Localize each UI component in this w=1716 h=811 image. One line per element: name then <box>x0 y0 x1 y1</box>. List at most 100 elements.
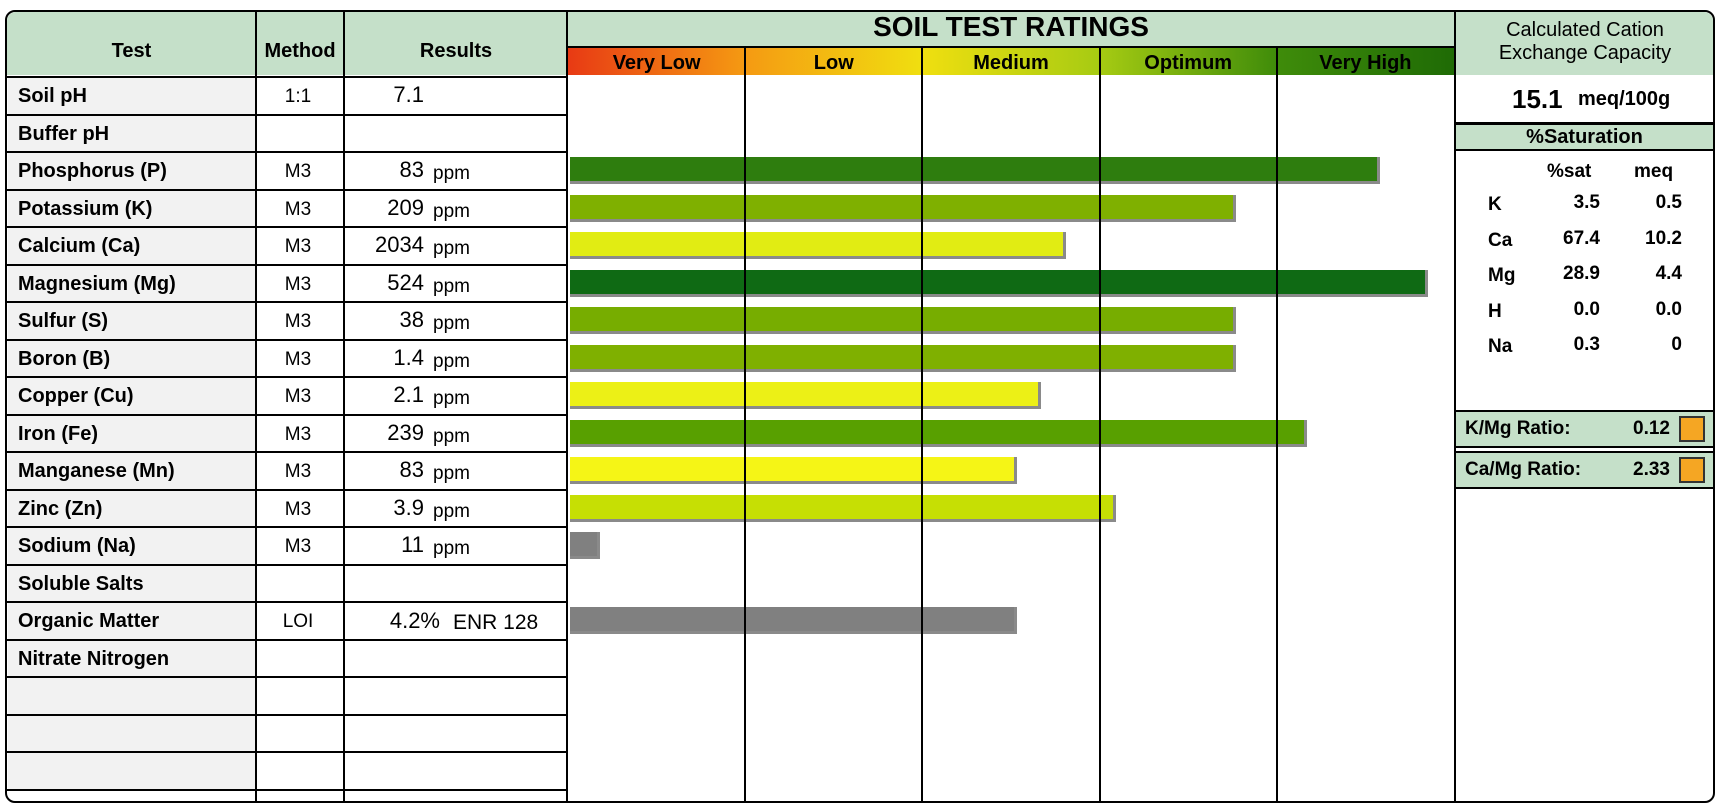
row-label-cell <box>8 678 255 714</box>
header-divider <box>7 76 568 78</box>
column-divider <box>343 12 345 803</box>
row-label-cell <box>8 640 255 676</box>
saturation-percent: 0.0 <box>1573 298 1600 320</box>
test-result-value: 1.4 <box>393 344 424 370</box>
rating-bar <box>570 344 1237 372</box>
row-divider <box>7 338 568 341</box>
test-name: Organic Matter <box>18 610 160 632</box>
test-name: Calcium (Ca) <box>18 235 141 257</box>
ratio-value: 0.12 <box>1633 418 1670 439</box>
test-result-unit: ppm <box>433 500 470 522</box>
test-result-value: 83 <box>399 157 424 182</box>
row-label-cell <box>8 265 255 301</box>
row-divider <box>7 638 568 641</box>
test-method: M3 <box>284 161 312 182</box>
row-divider <box>7 713 568 716</box>
row-divider <box>7 676 568 678</box>
row-divider <box>7 226 568 228</box>
test-method: M3 <box>284 536 312 557</box>
test-result-unit: ppm <box>433 200 470 222</box>
saturation-percent: 0.3 <box>1573 334 1600 355</box>
row-label-cell <box>8 490 255 526</box>
test-name: Sulfur (S) <box>18 310 108 332</box>
cec-divider <box>1456 122 1713 124</box>
row-divider <box>7 751 568 753</box>
test-result-value: 2034 <box>375 232 424 257</box>
ratio-status-swatch <box>1679 416 1705 442</box>
row-label-cell <box>8 565 255 601</box>
test-result-unit: ppm <box>433 275 470 297</box>
row-divider <box>7 451 568 453</box>
ratings-header-bg <box>568 12 1454 47</box>
method-column-header: Method <box>264 40 336 62</box>
row-label-cell <box>8 228 255 264</box>
saturation-header-bg <box>1456 123 1713 151</box>
rating-band-very-high: Very High <box>1276 47 1454 75</box>
saturation-meq: 10.2 <box>1645 227 1682 249</box>
test-method: M3 <box>284 423 312 445</box>
saturation-ion: K <box>1488 194 1502 215</box>
row-divider <box>7 376 568 378</box>
test-name: Soil pH <box>18 85 87 107</box>
row-divider <box>7 188 568 191</box>
row-label-cell <box>8 153 255 189</box>
test-name: Nitrate Nitrogen <box>18 647 170 670</box>
test-method: M3 <box>284 273 312 295</box>
row-label-cell <box>8 528 255 564</box>
row-label-cell <box>8 753 255 789</box>
saturation-percent: 3.5 <box>1573 192 1600 213</box>
saturation-ion: Ca <box>1488 229 1513 251</box>
test-result-unit: ppm <box>433 425 470 447</box>
test-method: M3 <box>284 311 312 332</box>
row-label-cell <box>8 715 255 751</box>
saturation-meq: 4.4 <box>1655 263 1682 284</box>
test-method: M3 <box>284 236 312 257</box>
test-column-header: Test <box>111 40 152 62</box>
row-label-cell <box>8 453 255 489</box>
test-result-value: 7.1 <box>393 82 424 107</box>
row-divider <box>7 413 568 416</box>
sat-col-header: %sat <box>1547 161 1592 182</box>
saturation-title: %Saturation <box>1526 126 1643 148</box>
row-divider <box>7 563 568 566</box>
test-name: Boron (B) <box>18 347 111 370</box>
band-divider <box>744 47 747 802</box>
ratio-label: K/Mg Ratio: <box>1465 418 1571 439</box>
column-divider <box>566 12 568 803</box>
column-divider <box>255 12 257 803</box>
chart-right-border <box>1454 12 1456 803</box>
row-label-cell <box>8 190 255 226</box>
test-result-unit: ppm <box>433 238 470 259</box>
test-name: Potassium (K) <box>18 197 153 220</box>
meq-col-header: meq <box>1634 161 1674 182</box>
band-divider <box>1098 47 1101 802</box>
test-result-extra: ENR 128 <box>453 611 539 634</box>
row-divider <box>7 488 568 491</box>
test-result-value: 4.2% <box>389 608 440 633</box>
test-name: Zinc (Zn) <box>18 497 103 520</box>
report-frame <box>5 10 1715 803</box>
band-divider <box>1275 47 1278 802</box>
test-method: M3 <box>284 198 312 220</box>
test-method: LOI <box>282 611 314 632</box>
rating-bar <box>570 457 1017 484</box>
test-method: M3 <box>284 461 312 482</box>
test-result-value: 524 <box>387 269 424 295</box>
saturation-ion: H <box>1488 300 1502 322</box>
test-result-value: 83 <box>399 457 424 482</box>
row-label-cell <box>8 603 255 639</box>
row-label-cell <box>8 378 255 414</box>
test-method: M3 <box>284 386 312 407</box>
test-result-unit: ppm <box>433 538 470 559</box>
test-result-value: 38 <box>399 307 424 332</box>
rating-bar <box>570 382 1042 409</box>
test-result-value: 3.9 <box>393 494 424 520</box>
saturation-percent: 67.4 <box>1563 227 1600 249</box>
test-result-unit: ppm <box>433 388 470 409</box>
rating-bar <box>570 532 601 559</box>
test-method: M3 <box>284 348 312 370</box>
test-result-value: 239 <box>387 419 424 445</box>
rating-bar <box>570 232 1067 259</box>
rating-band-very-low: Very Low <box>568 47 746 75</box>
cec-title: Calculated Cation Exchange Capacity <box>1498 19 1672 64</box>
